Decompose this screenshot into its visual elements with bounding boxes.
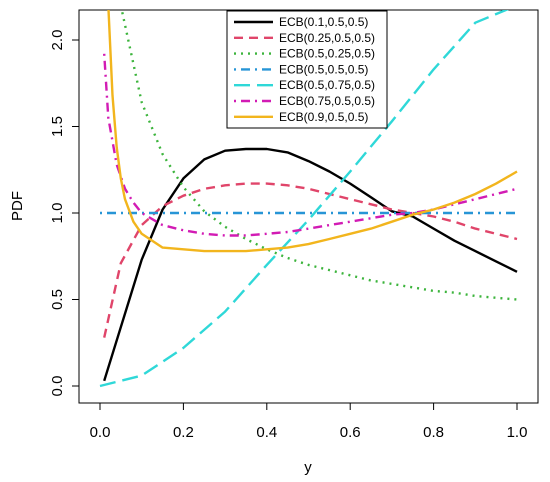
y-tick-label: 2.0	[49, 30, 66, 51]
series-line-6	[103, 53, 518, 237]
x-tick-label: 0.4	[256, 424, 277, 441]
legend-label: ECB(0.1,0.5,0.5)	[279, 15, 368, 29]
series-line-7	[107, 10, 518, 253]
legend: ECB(0.1,0.5,0.5) ECB(0.25,0.5,0.5) ECB(0.5…	[226, 10, 388, 129]
y-tick-label: 1.5	[49, 116, 66, 137]
legend-label: ECB(0.5,0.5,0.5)	[279, 62, 368, 76]
x-tick-label: 0.6	[340, 424, 361, 441]
legend-label: ECB(0.9,0.5,0.5)	[279, 110, 368, 124]
legend-label: ECB(0.5,0.75,0.5)	[279, 78, 375, 92]
series-layer	[99, 10, 518, 388]
series-line-2	[103, 182, 518, 338]
y-axis: 0.0 0.5 1.0 1.5 2.0	[49, 30, 80, 397]
x-tick-label: 0.2	[173, 424, 194, 441]
legend-label: ECB(0.75,0.5,0.5)	[279, 94, 375, 108]
x-tick-label: 0.0	[90, 424, 111, 441]
series-line-5	[99, 10, 510, 388]
y-tick-label: 0.0	[49, 376, 66, 397]
x-tick-label: 1.0	[507, 424, 528, 441]
y-axis-title: PDF	[9, 191, 26, 221]
series-line-1	[103, 147, 518, 382]
legend-label: ECB(0.5,0.25,0.5)	[279, 47, 375, 61]
y-tick-label: 1.0	[49, 203, 66, 224]
x-axis: 0.0 0.2 0.4 0.6 0.8 1.0	[90, 402, 528, 441]
legend-box	[226, 10, 388, 129]
x-axis-title: y	[304, 459, 312, 476]
legend-label: ECB(0.25,0.5,0.5)	[279, 31, 375, 45]
y-tick-label: 0.5	[49, 289, 66, 310]
x-tick-label: 0.8	[423, 424, 444, 441]
